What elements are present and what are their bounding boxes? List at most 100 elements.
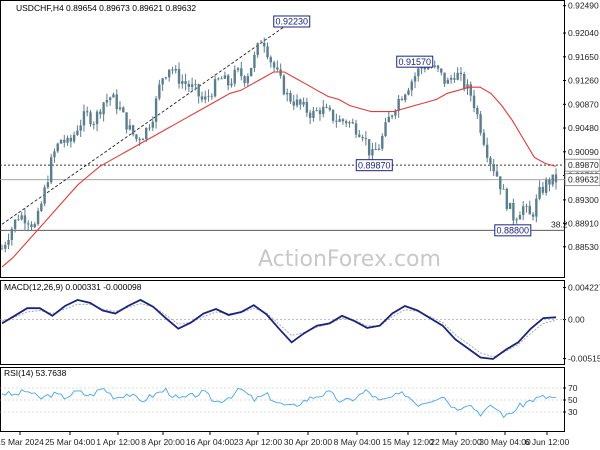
candle-body: [535, 198, 538, 217]
candle-body: [289, 92, 292, 102]
candle-body: [413, 76, 417, 82]
candle-body: [315, 110, 318, 111]
candle-body: [20, 215, 23, 220]
x-tick-label: 15 Mar 2024: [0, 437, 44, 447]
candle-body: [263, 42, 266, 47]
price-panel: 0.92490 0.92040 0.91650 0.91260 0.90870 0.904…: [0, 1, 600, 268]
candle-body: [358, 134, 361, 137]
rsi-panel-frame: [0, 367, 565, 432]
highlight-level-label: 0.89870: [568, 160, 599, 170]
candle-body: [46, 182, 50, 188]
rsi-panel: 70 50 30: [0, 383, 578, 419]
price-ytick-label: 0.91260: [568, 76, 599, 86]
candle-body: [177, 68, 181, 84]
candle-body: [220, 78, 223, 80]
candle-body: [285, 92, 289, 95]
candle-body: [515, 219, 518, 221]
candle-body: [141, 139, 145, 141]
candle-body: [253, 54, 256, 68]
candle-body: [99, 111, 102, 115]
candle-body: [69, 137, 73, 142]
candle-body: [23, 215, 27, 224]
price-label-box: [494, 224, 532, 237]
candle-body: [190, 84, 194, 87]
candle-body: [485, 144, 489, 158]
candle-body: [226, 75, 230, 86]
candle-body: [364, 138, 368, 140]
fib-label: 38.2: [551, 219, 568, 229]
candle-body: [400, 98, 404, 101]
candle-body: [302, 101, 305, 105]
candle-body: [489, 157, 492, 165]
current-price-label: 0.89632: [568, 175, 599, 185]
candle-body: [0, 248, 4, 250]
candle-body: [446, 79, 450, 84]
price-ytick-label: 0.89300: [568, 195, 599, 205]
candle-body: [325, 106, 328, 108]
candle-body: [187, 83, 191, 87]
candle-body: [105, 100, 109, 103]
candle-body: [548, 179, 551, 185]
candle-body: [266, 46, 269, 58]
candle-body: [479, 114, 482, 133]
candle-body: [436, 65, 440, 69]
candle-body: [538, 186, 541, 199]
rsi-header: RSI(14) 53.7638: [4, 368, 67, 378]
candle-body: [531, 214, 535, 217]
candle-body: [230, 83, 233, 86]
price-ytick-label: 0.90090: [568, 147, 599, 157]
candle-body: [43, 187, 46, 204]
candle-body: [86, 111, 89, 113]
candle-body: [417, 68, 420, 77]
candle-body: [161, 78, 164, 85]
macd-ytick-label: 0.00: [568, 315, 585, 325]
candle-body: [476, 108, 479, 115]
candle-body: [233, 69, 236, 84]
candle-body: [128, 125, 132, 130]
candle-body: [240, 68, 243, 77]
candle-body: [551, 174, 554, 185]
price-label-box: [273, 15, 311, 28]
candle-body: [371, 149, 374, 156]
candle-body: [246, 76, 250, 84]
candle-body: [495, 171, 499, 177]
candle-body: [63, 139, 66, 143]
candle-body: [390, 115, 394, 117]
candle-body: [397, 98, 400, 111]
candle-body: [118, 107, 122, 110]
price-ytick-label: 0.90870: [568, 99, 599, 109]
candle-body: [299, 99, 302, 105]
candle-body: [322, 106, 325, 115]
candle-body: [449, 78, 453, 80]
candle-body: [463, 73, 466, 89]
x-tick-label: 8 Apr 20:00: [141, 437, 185, 447]
candle-body: [243, 76, 246, 84]
candle-body: [13, 219, 17, 229]
candle-body: [345, 121, 348, 124]
macd-header: MACD(12,26,9) 0.000331 -0.000098: [4, 282, 142, 292]
candle-body: [131, 125, 135, 135]
x-tick-label: 30 Apr 20:00: [284, 437, 332, 447]
candle-body: [276, 67, 279, 70]
candle-body: [204, 96, 207, 100]
price-label-box: [396, 55, 434, 68]
candle-body: [108, 97, 112, 101]
candle-body: [138, 139, 141, 141]
trend-line: [1, 21, 293, 225]
candle-body: [53, 151, 56, 158]
candle-body: [30, 224, 33, 228]
candle-body: [407, 90, 410, 95]
candle-body: [7, 239, 10, 245]
candle-body: [154, 98, 158, 122]
candle-body: [554, 174, 558, 183]
candle-body: [387, 116, 391, 123]
candle-body: [236, 68, 240, 70]
price-label: 0.91570: [398, 57, 431, 67]
candle-body: [76, 130, 79, 135]
candle-body: [338, 119, 341, 122]
candle-body: [72, 134, 76, 142]
price-ytick-label: 0.88910: [568, 219, 599, 229]
candle-body: [404, 94, 407, 101]
candle-body: [374, 149, 377, 150]
